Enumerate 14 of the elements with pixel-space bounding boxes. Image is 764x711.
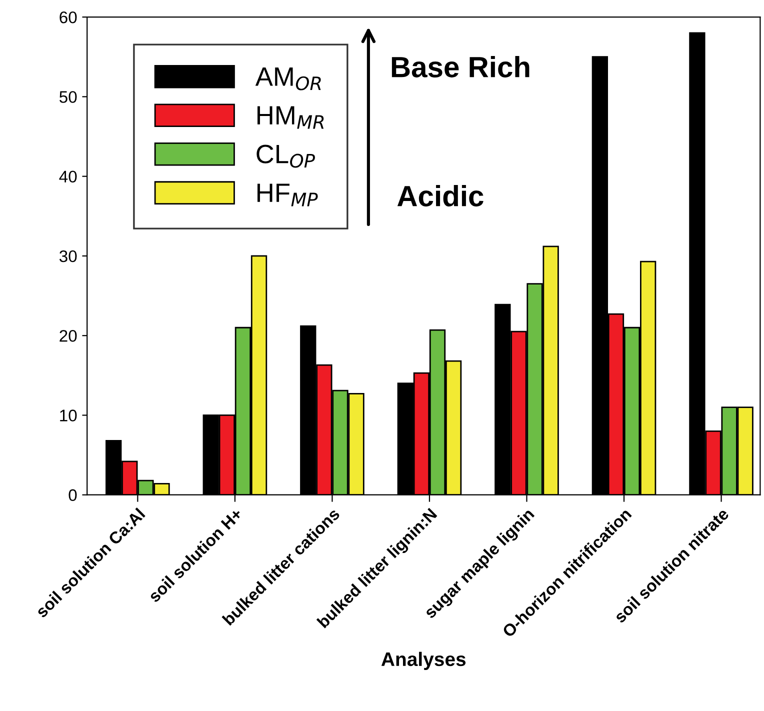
y-tick-label: 40	[59, 170, 77, 183]
y-tick-label: 60	[60, 11, 77, 24]
y-tick-label: 30	[59, 250, 77, 262]
legend-label: HF$_{MP}$	[258, 184, 318, 206]
y-tick-label: 0	[68, 489, 77, 502]
legend-label: AM$_{OR}$	[255, 68, 321, 90]
y-tick-label: 10	[60, 410, 77, 422]
legend-label: CL$_{OP}$	[256, 144, 315, 168]
legend-label: HM$_{MR}$	[258, 106, 324, 129]
x-axis-title: Analyses	[381, 652, 466, 670]
y-tick-label: 20	[60, 330, 77, 342]
annotation: Acidic	[397, 185, 484, 206]
annotation: Base Rich	[392, 56, 530, 78]
y-tick-label: 50	[60, 91, 77, 103]
